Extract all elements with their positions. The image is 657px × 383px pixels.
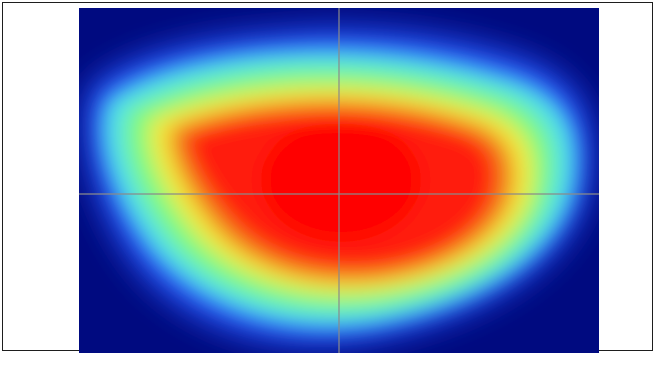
intensity-peak xyxy=(261,118,421,242)
image-frame xyxy=(2,2,653,353)
beam-heatmap xyxy=(79,8,599,353)
beam-profile-view xyxy=(79,8,599,353)
